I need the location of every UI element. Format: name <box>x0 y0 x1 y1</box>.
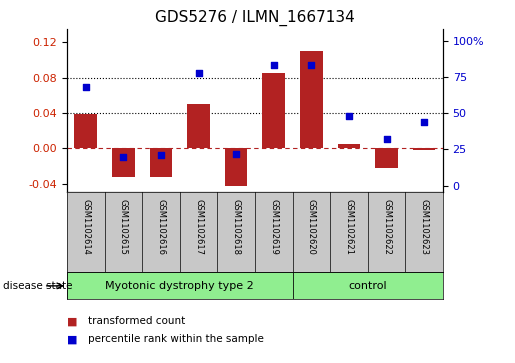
Point <box>420 119 428 125</box>
Bar <box>263 73 285 148</box>
Point <box>81 84 90 90</box>
Point <box>195 70 203 76</box>
Bar <box>112 148 134 178</box>
Bar <box>67 272 293 299</box>
Bar <box>150 148 172 178</box>
Text: GSM1102619: GSM1102619 <box>269 199 278 255</box>
Text: GSM1102616: GSM1102616 <box>157 199 165 255</box>
Bar <box>413 148 435 150</box>
Point <box>119 154 128 160</box>
Point <box>269 62 278 68</box>
Point <box>157 152 165 158</box>
Text: percentile rank within the sample: percentile rank within the sample <box>88 334 264 344</box>
Text: GSM1102615: GSM1102615 <box>119 199 128 255</box>
Text: Myotonic dystrophy type 2: Myotonic dystrophy type 2 <box>106 281 254 291</box>
Point <box>345 113 353 119</box>
Bar <box>187 104 210 148</box>
Text: transformed count: transformed count <box>88 316 185 326</box>
Text: GSM1102622: GSM1102622 <box>382 199 391 255</box>
Text: GSM1102620: GSM1102620 <box>307 199 316 255</box>
Text: ■: ■ <box>67 316 77 326</box>
Bar <box>293 272 443 299</box>
Bar <box>225 148 247 186</box>
Text: disease state: disease state <box>3 281 72 291</box>
Text: GSM1102614: GSM1102614 <box>81 199 90 255</box>
Bar <box>75 114 97 148</box>
Text: GSM1102618: GSM1102618 <box>232 199 241 255</box>
Title: GDS5276 / ILMN_1667134: GDS5276 / ILMN_1667134 <box>155 10 355 26</box>
Bar <box>300 51 322 148</box>
Text: control: control <box>348 281 387 291</box>
Text: GSM1102617: GSM1102617 <box>194 199 203 255</box>
Text: GSM1102621: GSM1102621 <box>345 199 353 255</box>
Point <box>307 62 315 68</box>
Bar <box>338 144 360 148</box>
Bar <box>375 148 398 168</box>
Text: ■: ■ <box>67 334 77 344</box>
Point <box>232 151 240 157</box>
Text: GSM1102623: GSM1102623 <box>420 199 428 255</box>
Point <box>382 136 390 142</box>
